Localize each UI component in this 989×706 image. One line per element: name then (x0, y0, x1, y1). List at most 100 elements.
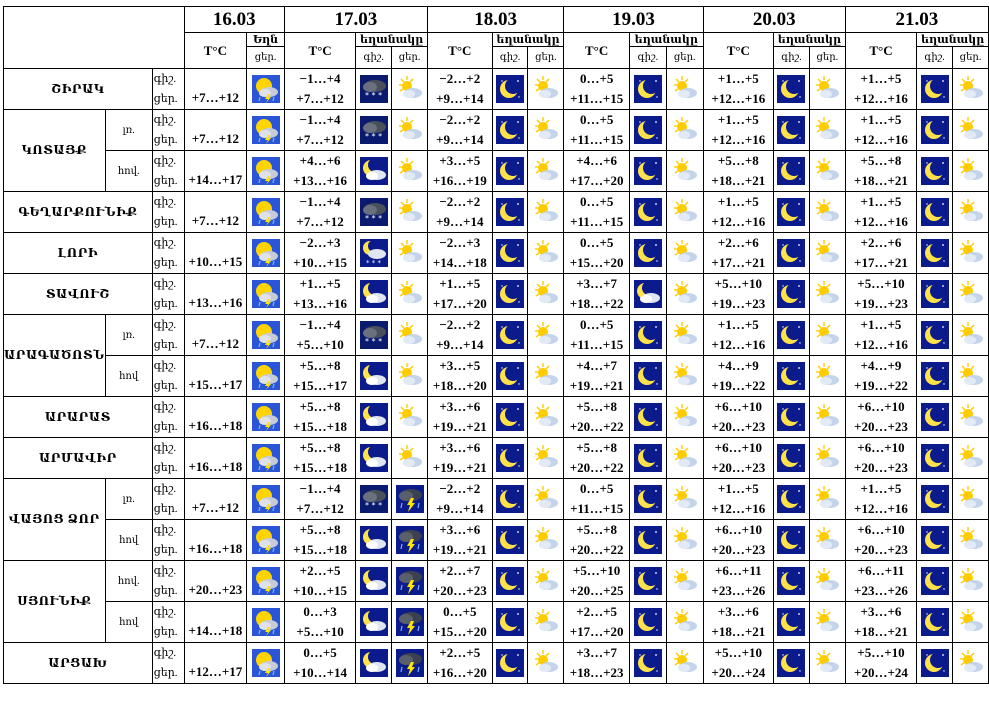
icon-cell (916, 478, 954, 520)
temp-range: −1…+4 +7…+12 (283, 478, 357, 520)
sun-cloud-icon (397, 116, 423, 140)
temp-range: +2…+5 +17…+20 (563, 601, 630, 643)
day-temp: +7…+12 (296, 132, 344, 147)
thunderstorm-icon (395, 608, 424, 636)
icon-cell (491, 396, 529, 438)
icon-cell (628, 232, 667, 274)
night-temp: +5…+10 (714, 276, 762, 291)
icon-cell (355, 396, 393, 438)
icon-cell (808, 355, 846, 397)
temp-range: +4…+6 +13…+16 (283, 150, 357, 192)
sun-cloud-icon (534, 321, 559, 345)
temp-header: T°C (844, 32, 918, 69)
region-name: ԳԵՂԱՐՔՈՒՆԻՔ (3, 191, 153, 233)
icon-cell (246, 519, 285, 561)
temp-range: +6…+11 +23…+26 (702, 560, 775, 602)
icon-cell (527, 314, 565, 356)
icon-cell (916, 560, 954, 602)
night-label: գիշ. (153, 237, 177, 249)
temp-range: +1…+5 +12…+16 (844, 109, 918, 151)
day-temp: +20…+24 (711, 665, 766, 680)
day-temp: +19…+22 (711, 378, 766, 393)
icon-cell (391, 437, 428, 479)
day-temp: +11…+15 (570, 337, 624, 352)
night-temp: −2…+2 (439, 317, 481, 332)
night-temp: +3…+6 (860, 604, 902, 619)
sun-cloud-icon (815, 526, 841, 550)
icon-cell (808, 109, 846, 151)
day-temp: +11…+15 (570, 214, 624, 229)
icon-cell (246, 642, 285, 684)
weather-header: Եղն (246, 32, 285, 47)
night-temp: +1…+5 (717, 112, 759, 127)
day-temp: +17…+20 (569, 624, 624, 639)
sun-cloud-icon (672, 649, 698, 673)
night-temp: +6…+10 (857, 399, 905, 414)
region-name: ՇԻՐԱԿ (3, 68, 153, 110)
night-day-labels: գիշ. ցեր. (151, 314, 185, 356)
weather-header: եղանակը (355, 32, 428, 47)
moon-cloud-snow-icon (359, 239, 388, 267)
icon-cell (391, 355, 428, 397)
region-name: ԱՐԱՐԱՏ (3, 396, 153, 438)
day-temp: +14…+18 (432, 255, 487, 270)
sun-cloud-icon (815, 403, 841, 427)
day-temp: +17…+21 (854, 255, 908, 270)
moon-cloud-icon (359, 362, 388, 390)
day-temp: +17…+20 (569, 173, 624, 188)
night-temp: +2…+5 (576, 604, 618, 619)
temp-range: +6…+10 +20…+23 (702, 396, 775, 438)
temp-range: +3…+7 +18…+22 (563, 273, 630, 315)
day-temp: +7…+12 (183, 314, 248, 356)
sun-cloud-lightning-icon (251, 526, 280, 554)
moon-icon (920, 567, 949, 595)
temp-range: +5…+8 +20…+22 (563, 519, 630, 561)
icon-cell (355, 560, 393, 602)
night-label: գիշ. (153, 196, 177, 208)
icon-cell (628, 601, 667, 643)
night-label: գիշ. (153, 524, 177, 536)
icon-cell (916, 150, 954, 192)
icon-cell (628, 68, 667, 110)
day-label: ցեր. (153, 626, 178, 638)
icon-cell (491, 68, 529, 110)
moon-cloud-icon (359, 526, 388, 554)
icon-cell (491, 437, 529, 479)
icon-cell (391, 396, 428, 438)
moon-icon (633, 157, 662, 185)
icon-cell (491, 273, 529, 315)
icon-cell (628, 396, 667, 438)
icon-cell (916, 519, 954, 561)
temp-range: −2…+3 +10…+15 (283, 232, 357, 274)
icon-cell (916, 355, 954, 397)
day-temp: +12…+16 (711, 91, 766, 106)
icon-cell (628, 355, 667, 397)
icon-cell (246, 191, 285, 233)
icon-cell (491, 314, 529, 356)
day-label: ցեր. (153, 339, 178, 351)
temp-range: +5…+8 +15…+18 (283, 437, 357, 479)
subregion-label: լռ. (104, 478, 153, 520)
snow-cloud-icon (359, 116, 388, 144)
night-day-labels: գիշ. ցեր. (151, 396, 185, 438)
night-temp: +1…+5 (860, 71, 902, 86)
moon-cloud-icon (633, 280, 662, 308)
sun-cloud-lightning-icon (251, 280, 280, 308)
sun-cloud-icon (672, 608, 698, 632)
day-label: ցեր. (527, 46, 565, 69)
moon-icon (777, 567, 806, 595)
icon-cell (246, 560, 285, 602)
sun-cloud-lightning-icon (251, 321, 280, 349)
night-temp: +5…+10 (857, 276, 905, 291)
night-temp: +1…+5 (717, 71, 759, 86)
night-temp: +5…+8 (860, 153, 902, 168)
temp-range: 0…+5 +11…+15 (563, 314, 630, 356)
night-label: գիշ. (153, 114, 177, 126)
region-name: ԱՐՑԱԽ (3, 642, 153, 684)
sun-cloud-icon (672, 157, 698, 181)
subregion-label: հով (104, 519, 153, 561)
region-row: ԼՈՐԻ գիշ. ցեր. +10…+15 −2…+3 +10…+15 −2…+3 +14…… (3, 232, 989, 274)
icon-cell (391, 642, 428, 684)
icon-cell (952, 232, 989, 274)
night-temp: −1…+4 (299, 112, 341, 127)
